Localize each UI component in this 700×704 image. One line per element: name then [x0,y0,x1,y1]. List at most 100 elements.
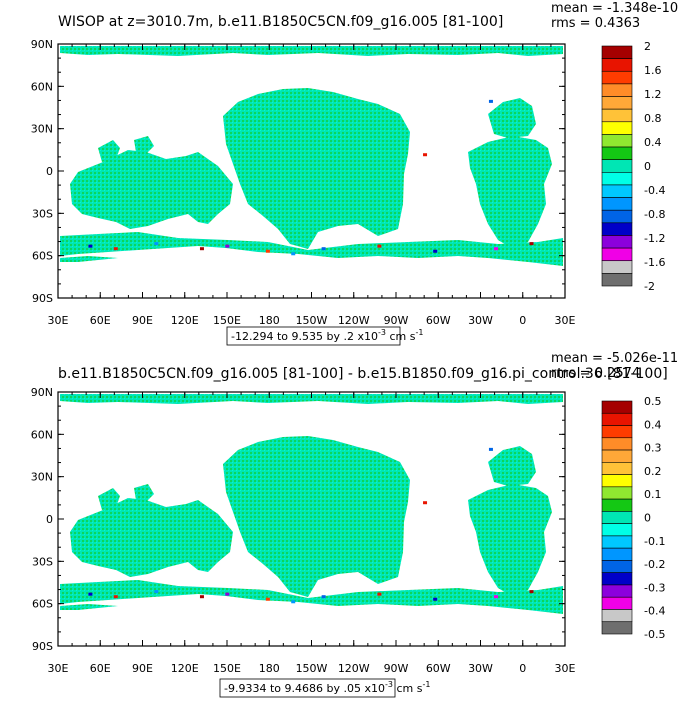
y-tick-label: 60N [31,80,53,93]
colorbar-label: 0.2 [644,465,662,478]
x-tick-label: 60E [90,662,111,675]
x-tick-label: 120E [171,314,199,327]
colorbar-swatch [601,172,633,186]
colorbar-swatch [601,159,633,173]
colorbar-swatch [601,474,633,488]
x-tick-label: 30E [48,662,69,675]
colorbar-swatch [601,462,633,475]
x-tick-label: 150E [213,314,241,327]
colorbar-swatch [601,247,633,262]
x-tick-label: 30E [555,314,576,327]
y-tick-label: 60N [31,428,53,441]
colorbar-swatch [601,412,633,426]
range-unit-exponent: -1 [415,328,423,337]
stat-rms: rms = 0.2574 [551,366,640,381]
y-tick-label: 90N [31,386,53,399]
colorbar-swatch [601,58,633,72]
range-box [226,326,401,346]
colorbar-swatch [601,70,633,85]
colorbar-swatch [601,523,633,537]
colorbar-label: -0.3 [644,581,665,594]
y-tick-label: 90S [32,292,53,305]
colorbar-label: -0.8 [644,208,665,221]
colorbar-swatch [601,209,633,224]
range-unit: cm s [386,330,416,343]
range-exponent: -3 [378,328,386,337]
colorbar-swatch [601,486,633,500]
x-tick-label: 120E [171,662,199,675]
colorbar-swatch [601,235,633,249]
colorbar-label: 1.6 [644,64,662,77]
colorbar-label: -0.5 [644,628,665,641]
colorbar-swatch [601,96,633,110]
y-tick-label: 60S [32,598,53,611]
colorbar-swatch [601,572,633,586]
range-text: -12.294 to 9.535 by .2 x10 [231,330,378,343]
colorbar-swatch [601,45,633,59]
x-tick-label: 150W [296,314,328,327]
colorbar-label: 0.8 [644,112,662,125]
stat-mean: mean = -5.026e-11 [551,351,678,366]
y-tick-label: 90S [32,640,53,653]
y-tick-label: 30N [31,123,53,136]
anomaly-speck [423,501,428,505]
x-tick-label: 60W [426,314,451,327]
colorbar-swatch [601,222,633,236]
range-label: -12.294 to 9.535 by .2 x10-3 cm s-1 [231,328,423,343]
anomaly-speck [321,595,326,599]
y-tick-label: 0 [46,513,53,526]
colorbar-swatch [601,560,633,573]
x-tick-label: 30W [468,662,493,675]
x-tick-label: 150W [296,662,328,675]
anomaly-speck [113,247,118,251]
range-label: -9.9334 to 9.4686 by .05 x10-3 cm s-1 [224,680,430,695]
x-tick-label: 120W [338,314,370,327]
colorbar-swatch [601,425,633,439]
colorbar-label: -1.6 [644,256,665,269]
panel-top: WISOP at z=3010.7m, b.e11.B1850C5CN.f09_… [31,1,678,346]
colorbar-label: 0.4 [644,136,662,149]
colorbar-label: -0.4 [644,605,665,618]
colorbar-swatch [601,273,633,287]
stat-rms: rms = 0.4363 [551,16,640,31]
colorbar-swatch [601,498,633,512]
x-tick-label: 120W [338,662,370,675]
anomaly-speck [154,590,159,594]
anomaly-speck [199,247,204,251]
anomaly-speck [488,99,493,103]
y-tick-label: 30S [32,207,53,220]
anomaly-speck [225,244,230,248]
anomaly-speck [291,252,296,256]
colorbar-label: 0 [644,160,651,173]
anomaly-speck [494,247,499,251]
x-tick-label: 60E [90,314,111,327]
x-tick-label: 90W [384,662,409,675]
stat-mean: mean = -1.348e-10 [551,1,678,16]
colorbar-swatch [601,449,633,463]
anomaly-speck [113,595,118,599]
anomaly-speck [88,244,93,248]
range-unit-exponent: -1 [422,680,430,689]
colorbar-swatch [601,400,633,414]
range-unit: cm s [393,682,423,695]
colorbar-swatch [601,437,633,451]
colorbar-swatch [601,108,633,123]
anomaly-speck [377,592,382,596]
x-tick-label: 180 [259,662,280,675]
colorbar-swatch [601,260,633,274]
anomaly-speck [291,600,296,604]
anomaly-speck [529,242,534,246]
anomaly-speck [494,595,499,599]
colorbar-swatch [601,83,633,97]
colorbar-label: -0.4 [644,184,665,197]
anomaly-speck [321,247,326,251]
x-tick-label: 90E [132,314,153,327]
colorbar-swatch [601,609,633,623]
x-tick-label: 30W [468,314,493,327]
colorbar-swatch [601,584,633,598]
anomaly-speck [265,249,270,253]
colorbar-swatch [601,134,633,148]
anomaly-speck [488,447,493,451]
x-tick-label: 60W [426,662,451,675]
